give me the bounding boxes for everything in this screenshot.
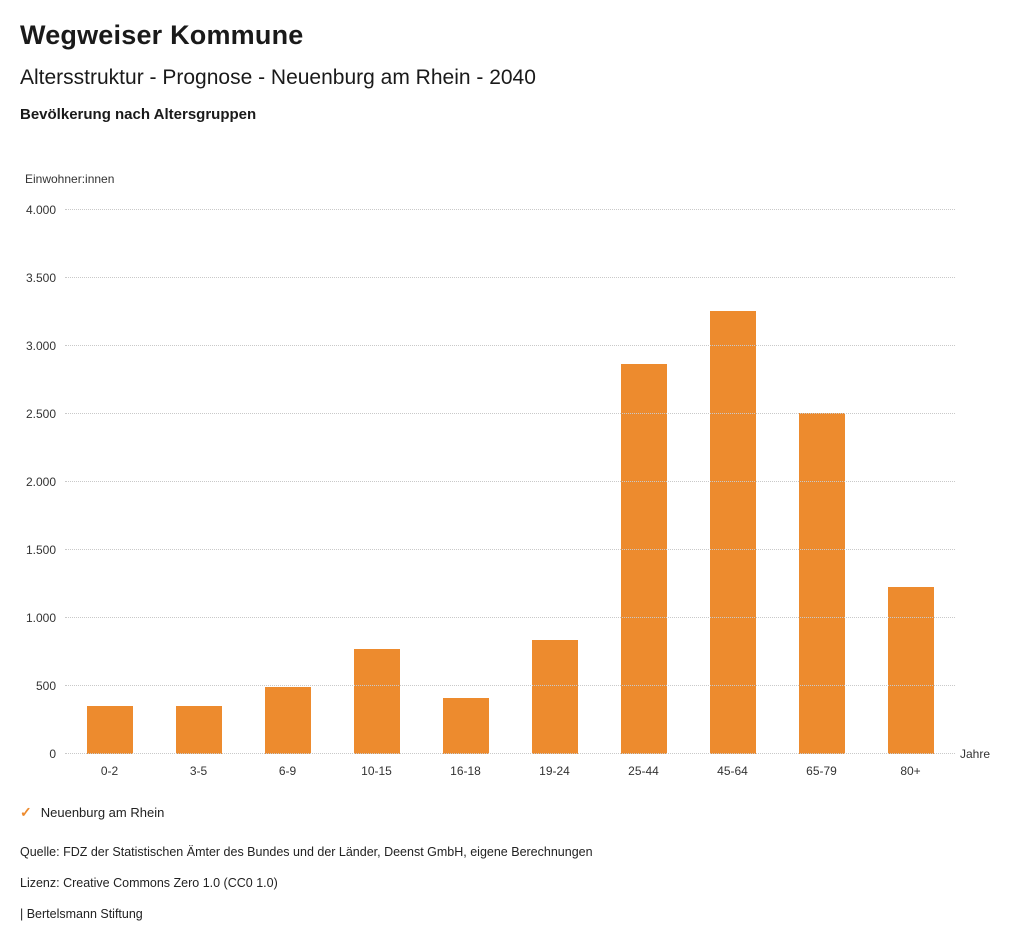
y-tick-label: 1.500 [25, 543, 56, 557]
bar-6-9[interactable] [264, 687, 311, 754]
chart-subtitle: Bevölkerung nach Altersgruppen [20, 106, 257, 123]
bar-slot [599, 210, 688, 754]
y-tick-label: 0 [49, 747, 56, 761]
y-axis-ticks: 0 500 1.000 1.500 2.000 2.500 3.000 3.500 4.000 [0, 203, 56, 761]
x-tick-label: 25-44 [628, 764, 659, 778]
bar-slot [243, 210, 332, 754]
plot-area [65, 209, 955, 754]
y-tick-label: 3.500 [25, 271, 56, 285]
x-tick-label: 0-2 [100, 764, 119, 778]
bar-slot [154, 210, 243, 754]
gridline [65, 549, 955, 550]
bar-45-64[interactable] [709, 310, 756, 754]
y-tick-label: 1.000 [25, 611, 56, 625]
bar-65-79[interactable] [798, 412, 845, 754]
y-tick-label: 4.000 [25, 203, 56, 217]
y-tick-label: 3.000 [25, 339, 56, 353]
chart-title: Altersstruktur - Prognose - Neuenburg am… [20, 66, 536, 89]
gridline [65, 753, 955, 754]
gridline [65, 345, 955, 346]
bar-80+[interactable] [887, 586, 934, 754]
gridline [65, 209, 955, 210]
bar-slot [777, 210, 866, 754]
bar-0-2[interactable] [86, 706, 133, 754]
check-icon: ✓ [20, 804, 32, 820]
license-text: Lizenz: Creative Commons Zero 1.0 (CC0 1… [20, 876, 278, 890]
y-axis-title: Einwohner:innen [25, 172, 115, 186]
bar-slot [332, 210, 421, 754]
gridline [65, 685, 955, 686]
bar-25-44[interactable] [620, 363, 667, 754]
x-tick-label: 10-15 [361, 764, 392, 778]
gridline [65, 277, 955, 278]
x-axis-title: Jahre [960, 747, 991, 761]
bar-slot [866, 210, 955, 754]
bar-slot [510, 210, 599, 754]
x-tick-label: 19-24 [539, 764, 570, 778]
bar-series [65, 210, 955, 754]
bar-slot [65, 210, 154, 754]
bar-16-18[interactable] [442, 697, 489, 754]
bar-3-5[interactable] [175, 706, 222, 754]
y-tick-label: 2.000 [25, 475, 56, 489]
bar-slot [688, 210, 777, 754]
bar-19-24[interactable] [531, 639, 578, 754]
x-tick-label: 16-18 [450, 764, 481, 778]
x-tick-label: 65-79 [806, 764, 837, 778]
page-title: Wegweiser Kommune [20, 20, 304, 50]
y-tick-label: 500 [35, 679, 56, 693]
gridline [65, 413, 955, 414]
x-tick-label: 80+ [900, 764, 921, 778]
gridline [65, 481, 955, 482]
bar-slot [421, 210, 510, 754]
attribution-text: | Bertelsmann Stiftung [20, 907, 143, 921]
y-tick-label: 2.500 [25, 407, 56, 421]
source-text: Quelle: FDZ der Statistischen Ämter des … [20, 845, 593, 859]
gridline [65, 617, 955, 618]
legend[interactable]: ✓ Neuenburg am Rhein [20, 804, 164, 821]
x-tick-label: 3-5 [189, 764, 208, 778]
legend-label: Neuenburg am Rhein [40, 805, 165, 820]
x-tick-label: 6-9 [278, 764, 297, 778]
x-axis-ticks: 0-2 3-5 6-9 10-15 16-18 19-24 25-44 45-64 65-79 8… [65, 764, 955, 778]
bar-10-15[interactable] [353, 648, 400, 754]
x-tick-label: 45-64 [717, 764, 748, 778]
